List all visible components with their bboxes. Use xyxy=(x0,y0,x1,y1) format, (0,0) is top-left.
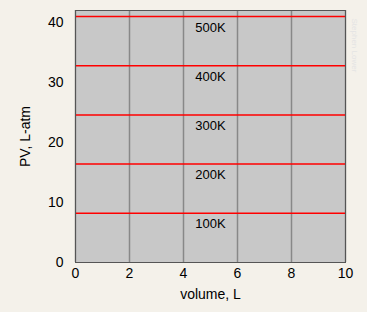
svg-text:PV, L-atm: PV, L-atm xyxy=(17,106,33,167)
svg-text:100K: 100K xyxy=(195,216,226,231)
svg-text:6: 6 xyxy=(234,265,242,281)
svg-text:2: 2 xyxy=(126,265,134,281)
svg-text:500K: 500K xyxy=(195,20,226,35)
svg-text:0: 0 xyxy=(56,254,64,270)
svg-text:300K: 300K xyxy=(195,118,226,133)
svg-text:200K: 200K xyxy=(195,167,226,182)
svg-text:8: 8 xyxy=(288,265,296,281)
svg-text:400K: 400K xyxy=(195,69,226,84)
svg-text:30: 30 xyxy=(48,74,64,90)
svg-text:volume, L: volume, L xyxy=(180,286,241,302)
svg-text:10: 10 xyxy=(48,194,64,210)
svg-text:0: 0 xyxy=(72,265,80,281)
svg-text:10: 10 xyxy=(338,265,354,281)
svg-text:20: 20 xyxy=(48,134,64,150)
svg-text:Stephen Lower: Stephen Lower xyxy=(350,19,359,73)
svg-text:4: 4 xyxy=(180,265,188,281)
svg-text:40: 40 xyxy=(48,14,64,30)
